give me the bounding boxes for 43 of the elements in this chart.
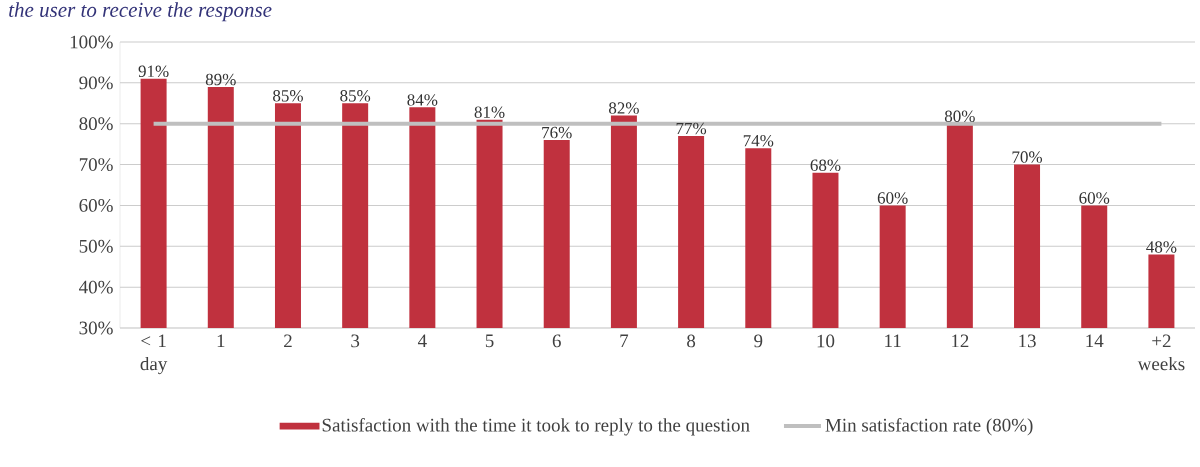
data-label: 60% bbox=[1079, 192, 1110, 204]
x-tick-label: 3 bbox=[351, 334, 360, 348]
data-label: 84% bbox=[407, 94, 438, 106]
y-tick-label: 30% bbox=[79, 321, 113, 335]
x-tick-label: 2 bbox=[284, 334, 292, 348]
x-tick-label: 1 bbox=[217, 334, 225, 348]
y-tick-label: 80% bbox=[79, 117, 113, 131]
x-tick-label: 4 bbox=[417, 334, 427, 348]
data-label: 91% bbox=[138, 65, 169, 78]
x-tick-label: +2 weeks bbox=[1137, 334, 1185, 371]
x-tick-label: 13 bbox=[1019, 334, 1036, 348]
data-label: 80% bbox=[944, 110, 975, 123]
x-tick-label: 8 bbox=[687, 334, 696, 348]
y-tick-label: 70% bbox=[79, 158, 113, 172]
data-label: 48% bbox=[1146, 241, 1177, 253]
data-label: 76% bbox=[542, 126, 572, 139]
x-tick-label: 6 bbox=[552, 334, 561, 348]
data-label: 85% bbox=[273, 90, 303, 102]
x-tick-label: 7 bbox=[620, 334, 629, 347]
legend-label: Satisfaction with the time it took to reply to the question bbox=[322, 418, 750, 436]
x-tick-label: 10 bbox=[817, 334, 835, 348]
x-tick-label: 9 bbox=[754, 334, 763, 348]
data-label: 77% bbox=[676, 122, 707, 135]
data-label: 85% bbox=[340, 90, 371, 102]
y-tick-label: 40% bbox=[79, 280, 113, 294]
y-tick-label: 60% bbox=[79, 199, 113, 212]
data-label: 68% bbox=[810, 159, 841, 172]
x-tick-label: 12 bbox=[952, 334, 969, 348]
y-tick-label: 90% bbox=[79, 76, 113, 90]
x-tick-label: 5 bbox=[485, 334, 494, 348]
x-tick-label: 14 bbox=[1086, 334, 1104, 348]
x-tick-label: < 1 day bbox=[140, 334, 168, 375]
data-label: 74% bbox=[743, 135, 774, 147]
data-label: 81% bbox=[474, 106, 505, 118]
data-label: 70% bbox=[1012, 151, 1043, 163]
data-label: 60% bbox=[877, 192, 908, 204]
x-tick-label: 11 bbox=[885, 334, 901, 348]
legend-label: Min satisfaction rate (80%) bbox=[825, 418, 1033, 436]
chart-title: the user to receive the response bbox=[9, 2, 272, 22]
data-label: 89% bbox=[205, 73, 236, 86]
y-tick-label: 100% bbox=[70, 35, 113, 49]
data-label: 82% bbox=[608, 102, 639, 114]
y-tick-label: 50% bbox=[79, 239, 113, 253]
